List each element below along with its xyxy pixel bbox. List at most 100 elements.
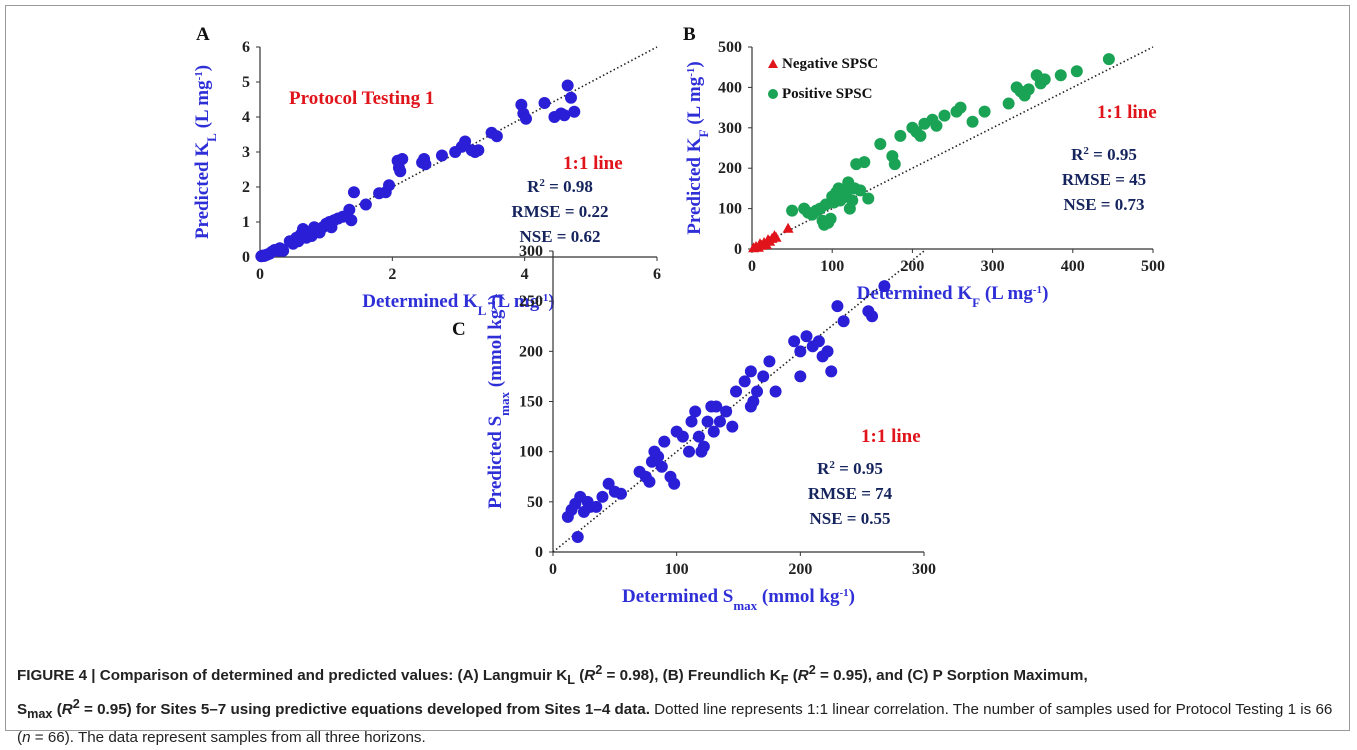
y-tick-label: 4 [242,109,250,126]
caption-bold-b: ( [574,667,585,685]
data-point [769,385,782,398]
x-tick-label: 200 [900,258,924,275]
stat-nse: NSE = 0.73 [1063,195,1144,214]
data-point [658,435,671,448]
y-tick-label: 150 [519,394,543,411]
x-tick-label: 500 [1141,258,1165,275]
data-point [1070,65,1083,78]
x-tick-label: 0 [549,561,557,578]
y-tick-label: 500 [718,39,742,56]
data-point [713,415,726,428]
panel-label: C [452,319,466,340]
one-to-one-label: 1:1 line [861,426,921,447]
data-point [1022,83,1035,96]
caption-bold-e: = 0.95), and (C) P Sorption Maximum, [815,667,1088,685]
data-point [608,485,621,498]
x-tick-label: 100 [665,561,689,578]
x-tick-label: 4 [521,266,529,283]
caption-sub-f: F [780,673,789,688]
x-axis-title: Determined KL (L mg-1) [362,291,555,318]
data-point [800,330,813,343]
legend-label: Negative SPSC [782,56,878,72]
data-point [854,184,867,197]
caption-sub-max: max [27,707,53,722]
y-axis-title: Predicted KF (L mg-1) [684,61,711,235]
y-axis-title: Predicted KL (L mg-1) [192,65,219,239]
x-tick-label: 6 [653,266,661,283]
y-tick-label: 0 [242,249,250,266]
caption-r2-a: R [584,667,596,685]
data-point [738,375,751,388]
data-point [419,158,432,171]
y-tick-label: 0 [734,241,742,258]
data-point [435,149,448,162]
data-point [343,203,356,216]
data-point [571,530,584,543]
x-tick-label: 2 [388,266,396,283]
data-point [689,405,702,418]
data-point [394,165,407,178]
data-point [862,192,875,205]
data-point [596,490,609,503]
data-point [273,242,286,255]
data-point [685,415,698,428]
data-point [831,300,844,313]
data-point [744,400,757,413]
legend-marker-circle [768,89,778,99]
data-point [668,477,681,490]
data-point [720,405,733,418]
x-tick-label: 0 [748,258,756,275]
data-point [396,153,409,165]
data-point [858,156,871,169]
data-point [345,214,358,227]
data-point [1102,53,1115,66]
legend-label: Positive SPSC [782,86,872,102]
data-point [692,430,705,443]
data-point [633,465,646,478]
data-point [683,445,696,458]
legend-marker-triangle [768,59,778,68]
data-point [821,345,834,358]
data-point [590,500,603,513]
data-point [670,425,683,438]
y-tick-label: 5 [242,74,250,91]
data-point [757,370,770,383]
panel-label: B [683,24,696,45]
data-point [812,335,825,348]
x-tick-label: 100 [820,258,844,275]
data-point [726,420,739,433]
stat-r2: R2 = 0.98 [527,177,593,196]
figure-frame [5,5,1350,731]
figure-caption: FIGURE 4 | Comparison of determined and … [17,658,1342,750]
data-point [770,231,782,242]
data-point [710,400,723,413]
y-tick-label: 200 [718,160,742,177]
y-tick-label: 300 [718,120,742,137]
x-tick-label: 0 [256,266,264,283]
data-point [300,225,313,238]
data-point [1002,97,1015,110]
stat-nse: NSE = 0.62 [519,227,600,246]
data-point [1054,69,1067,82]
data-point [472,144,485,157]
data-point [786,204,799,217]
y-axis-title: Predicted Smax (mmol kg-1) [485,294,512,509]
y-tick-label: 300 [519,243,543,260]
data-point [519,112,532,125]
data-point [763,355,776,368]
data-point [744,365,757,378]
data-point [954,101,967,114]
data-point [751,385,764,398]
data-point [655,460,668,473]
data-point [568,105,581,118]
y-tick-label: 100 [519,444,543,461]
data-point [837,315,850,328]
data-point [978,105,991,118]
y-tick-label: 3 [242,144,250,161]
caption-bold-d: ( [788,667,798,685]
y-tick-label: 1 [242,214,250,231]
stat-nse: NSE = 0.55 [809,509,890,528]
data-point [794,345,807,358]
